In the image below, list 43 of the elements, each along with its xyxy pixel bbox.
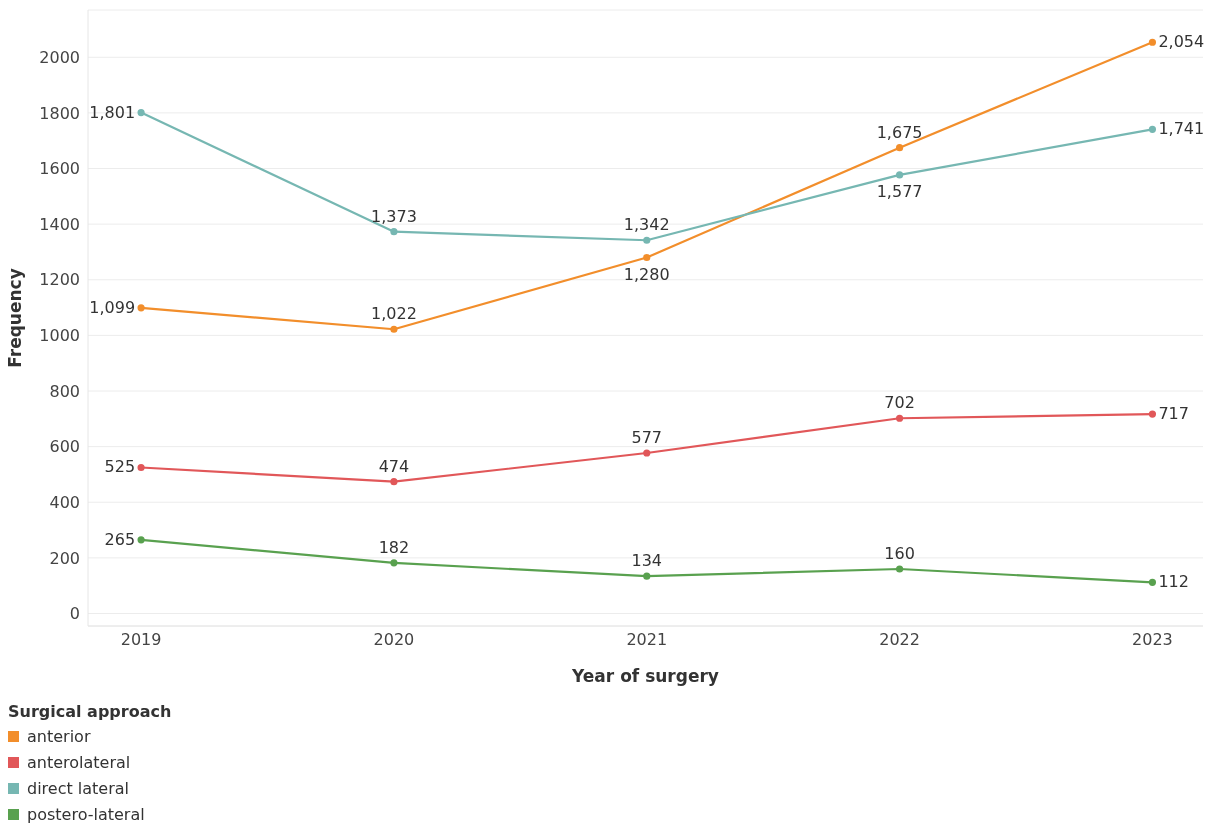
y-axis-title: Frequency — [5, 268, 26, 368]
data-label: 474 — [378, 456, 410, 476]
y-tick-label: 800 — [49, 381, 80, 401]
y-tick-label: 1800 — [39, 103, 80, 123]
legend-label: direct lateral — [27, 778, 130, 798]
data-label: 1,373 — [371, 206, 417, 226]
y-tick-label: 2000 — [39, 47, 80, 67]
data-label: 1,801 — [89, 102, 136, 122]
data-label: 577 — [631, 428, 663, 448]
y-tick-label: 1600 — [39, 159, 80, 179]
data-label: 1,280 — [623, 264, 670, 284]
y-tick-label: 400 — [49, 492, 80, 512]
y-tick-label: 1200 — [39, 270, 80, 290]
data-label: 134 — [631, 551, 663, 571]
data-label: 1,741 — [1158, 119, 1205, 139]
legend-label: anterolateral — [27, 752, 131, 772]
y-tick-label: 1400 — [39, 214, 80, 234]
data-label: 2,054 — [1158, 32, 1205, 52]
data-label: 265 — [104, 529, 136, 549]
y-tick-label: 1000 — [39, 326, 80, 346]
legend-label: anterior — [27, 726, 91, 746]
x-tick-label: 2020 — [373, 630, 415, 650]
data-label: 1,342 — [623, 215, 670, 235]
data-label: 1,675 — [876, 122, 923, 142]
y-tick-label: 200 — [49, 548, 80, 568]
data-label: 160 — [884, 543, 915, 563]
x-tick-label: 2021 — [626, 630, 668, 650]
x-tick-label: 2022 — [879, 630, 920, 650]
legend-title: Surgical approach — [8, 702, 173, 721]
y-tick-label: 0 — [69, 604, 80, 624]
x-axis-title: Year of surgery — [571, 666, 719, 686]
legend-label: postero-lateral — [27, 804, 145, 824]
data-label: 1,577 — [876, 181, 923, 201]
data-label: 112 — [1158, 572, 1189, 592]
data-label: 525 — [104, 457, 136, 477]
y-tick-label: 600 — [49, 437, 80, 457]
x-tick-label: 2019 — [120, 630, 162, 650]
data-label: 702 — [884, 393, 915, 413]
data-label: 182 — [378, 537, 410, 557]
data-label: 1,022 — [371, 304, 417, 324]
data-label: 717 — [1158, 404, 1189, 424]
data-label: 1,099 — [89, 297, 136, 317]
x-tick-label: 2023 — [1132, 630, 1173, 650]
